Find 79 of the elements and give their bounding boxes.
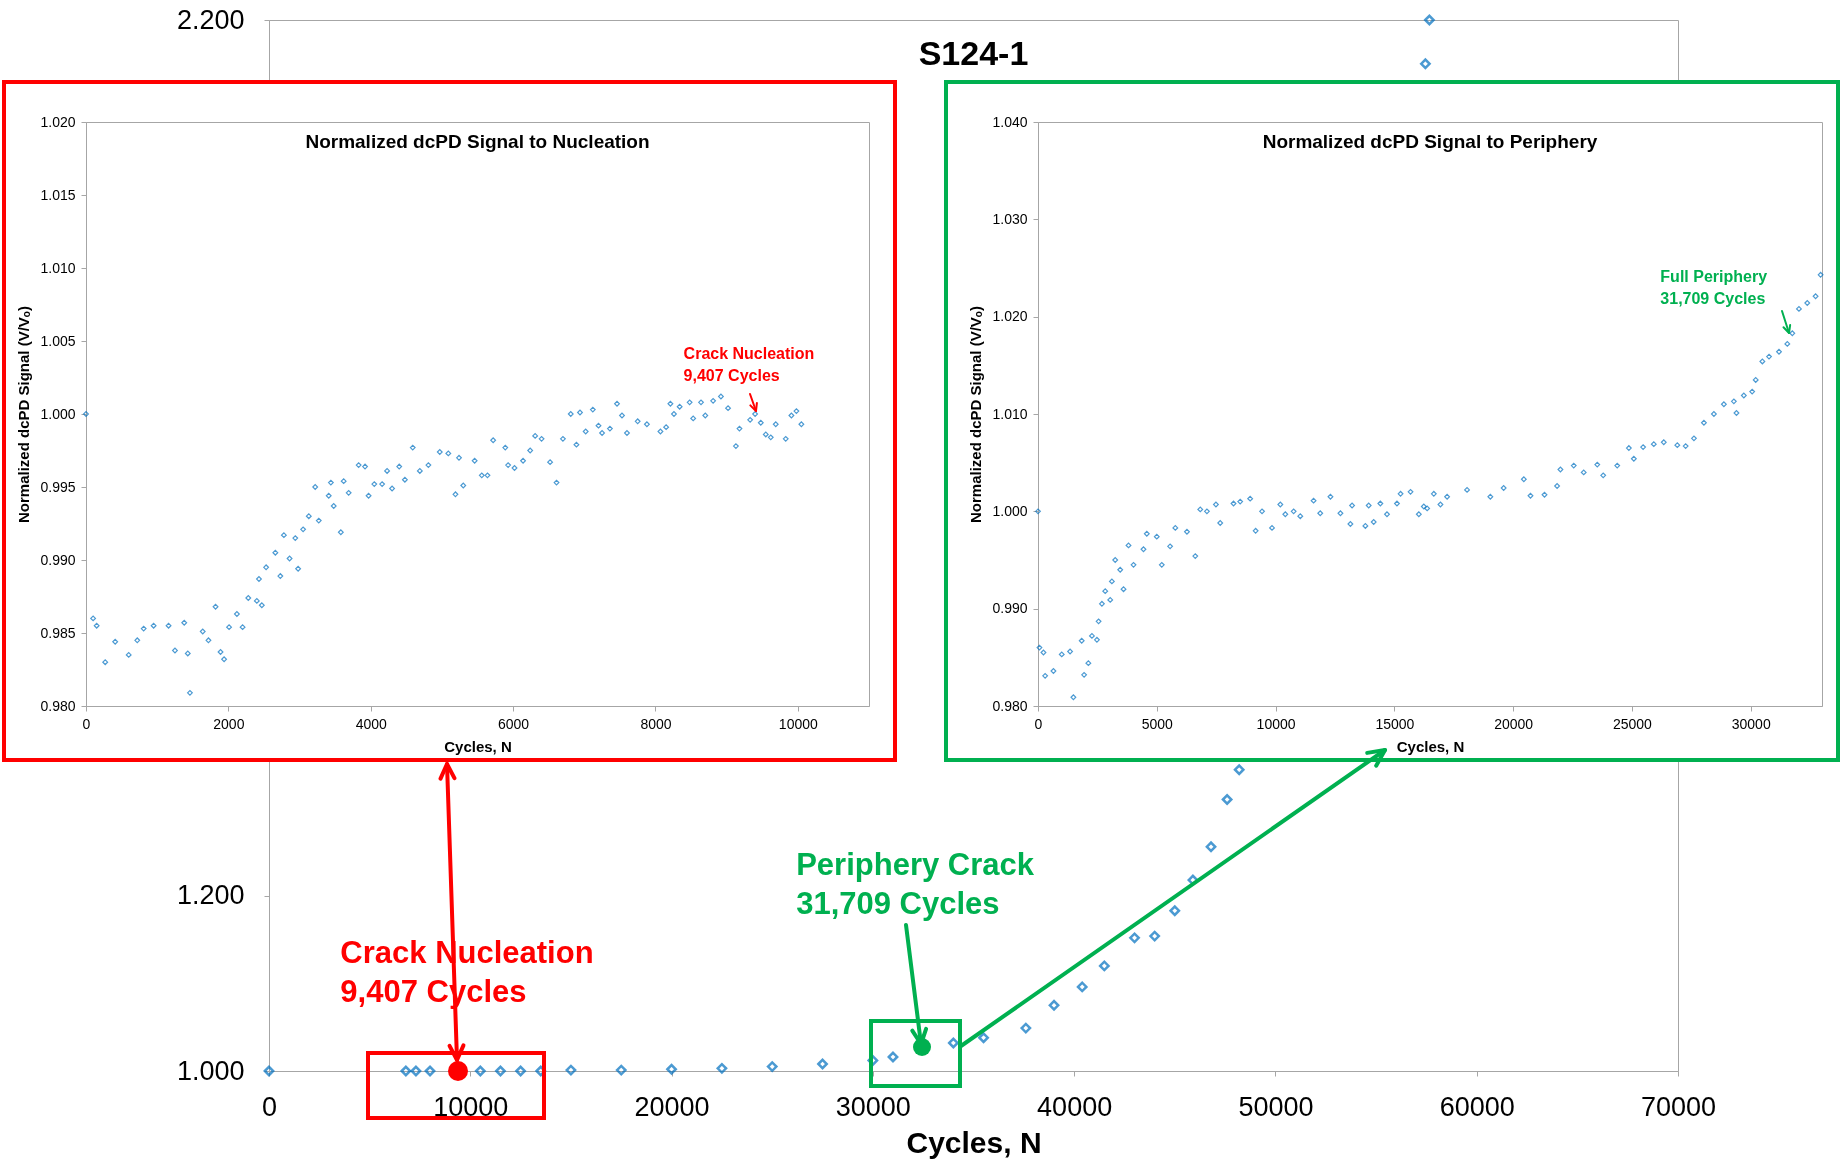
- annotation: Crack Nucleation 9,407 Cycles: [683, 345, 815, 384]
- point: [565, 1064, 577, 1076]
- x-axis-title: Cycles, N: [1396, 737, 1465, 755]
- y-tick-label: 0.985: [40, 624, 76, 641]
- y-axis-title: Normalized dcPD Signal (V/Vₒ): [967, 305, 985, 524]
- point: [1233, 764, 1245, 776]
- point: [400, 1065, 412, 1077]
- x-tick-label: 15000: [1375, 715, 1415, 732]
- point: [1221, 794, 1233, 805]
- point: [978, 1032, 989, 1044]
- point: [1076, 981, 1088, 993]
- text: Normalized dcPD Signal to Periphery: [1262, 131, 1598, 152]
- point: [424, 1065, 436, 1077]
- x-axis-title: Cycles, N: [906, 1125, 1042, 1159]
- point: [1149, 930, 1161, 942]
- x-tick-label: 50000: [1238, 1091, 1314, 1122]
- point: [615, 1064, 627, 1076]
- point: [474, 1065, 486, 1077]
- y-tick-label: 1.010: [40, 259, 76, 276]
- y-tick-label: 0.980: [40, 697, 76, 714]
- y-tick-label: 1.015: [40, 186, 76, 203]
- point: [263, 1065, 275, 1077]
- y-tick-label: 2.200: [176, 4, 245, 35]
- x-tick-label: 30000: [1731, 715, 1771, 732]
- y-tick-label: 1.000: [40, 405, 76, 422]
- point: [716, 1062, 728, 1074]
- x-tick-label: 4000: [355, 715, 388, 732]
- x-axis-title: Cycles, N: [444, 737, 512, 755]
- y-tick-label: 0.990: [40, 551, 76, 568]
- y-tick-label: 1.020: [40, 113, 76, 130]
- x-tick-label: 30000: [835, 1091, 911, 1122]
- point: [947, 1037, 959, 1049]
- x-tick-label: 0: [261, 1091, 278, 1122]
- point: [1205, 841, 1217, 853]
- x-tick-label: 10000: [778, 715, 818, 732]
- x-tick-label: 60000: [1439, 1091, 1515, 1122]
- x-tick-label: 0: [1034, 715, 1043, 732]
- x-tick-label: 25000: [1612, 715, 1653, 732]
- y-tick-label: 1.005: [40, 332, 76, 349]
- x-tick-label: 5000: [1141, 715, 1174, 732]
- y-tick-label: 1.010: [992, 405, 1028, 422]
- y-axis-title: Normalized dcPD Signal (V/Vₒ): [15, 305, 33, 524]
- x-tick-label: 70000: [1640, 1091, 1717, 1122]
- point: [1423, 14, 1435, 26]
- point: [1169, 905, 1181, 917]
- y-tick-label: 0.995: [40, 478, 76, 495]
- annotation: Periphery Crack 31,709 Cycles: [796, 847, 1035, 922]
- point: [410, 1065, 422, 1077]
- point: [1020, 1022, 1032, 1034]
- point: [887, 1051, 899, 1063]
- point: [1419, 58, 1431, 70]
- point: [495, 1065, 506, 1077]
- point: [1098, 960, 1110, 972]
- x-tick-label: 2000: [213, 715, 245, 732]
- point: [817, 1058, 828, 1070]
- x-tick-label: 10000: [1256, 715, 1296, 732]
- y-tick-label: 1.000: [176, 1055, 245, 1086]
- x-tick-label: 8000: [640, 715, 672, 732]
- point: [1048, 999, 1060, 1011]
- y-tick-label: 1.020: [992, 308, 1028, 325]
- x-tick-label: 6000: [498, 715, 530, 732]
- x-tick-label: 40000: [1037, 1091, 1113, 1122]
- point: [766, 1061, 778, 1073]
- chart-title: S124-1: [918, 34, 1029, 72]
- point: [515, 1065, 527, 1077]
- x-tick-label: 0: [82, 715, 91, 732]
- point: [1129, 932, 1140, 944]
- x-tick-label: 20000: [634, 1091, 710, 1122]
- point: [666, 1063, 677, 1075]
- y-tick-label: 1.040: [992, 113, 1028, 130]
- y-tick-label: 0.980: [992, 697, 1028, 714]
- y-tick-label: 1.000: [992, 502, 1028, 519]
- text: Normalized dcPD Signal to Nucleation: [305, 131, 650, 152]
- x-tick-label: 10000: [433, 1091, 509, 1122]
- x-tick-label: 20000: [1494, 715, 1534, 732]
- y-tick-label: 1.030: [992, 210, 1028, 227]
- y-tick-label: 0.990: [992, 600, 1028, 617]
- annotation: Full Periphery 31,709 Cycles: [1660, 268, 1768, 308]
- y-tick-label: 1.200: [176, 880, 245, 911]
